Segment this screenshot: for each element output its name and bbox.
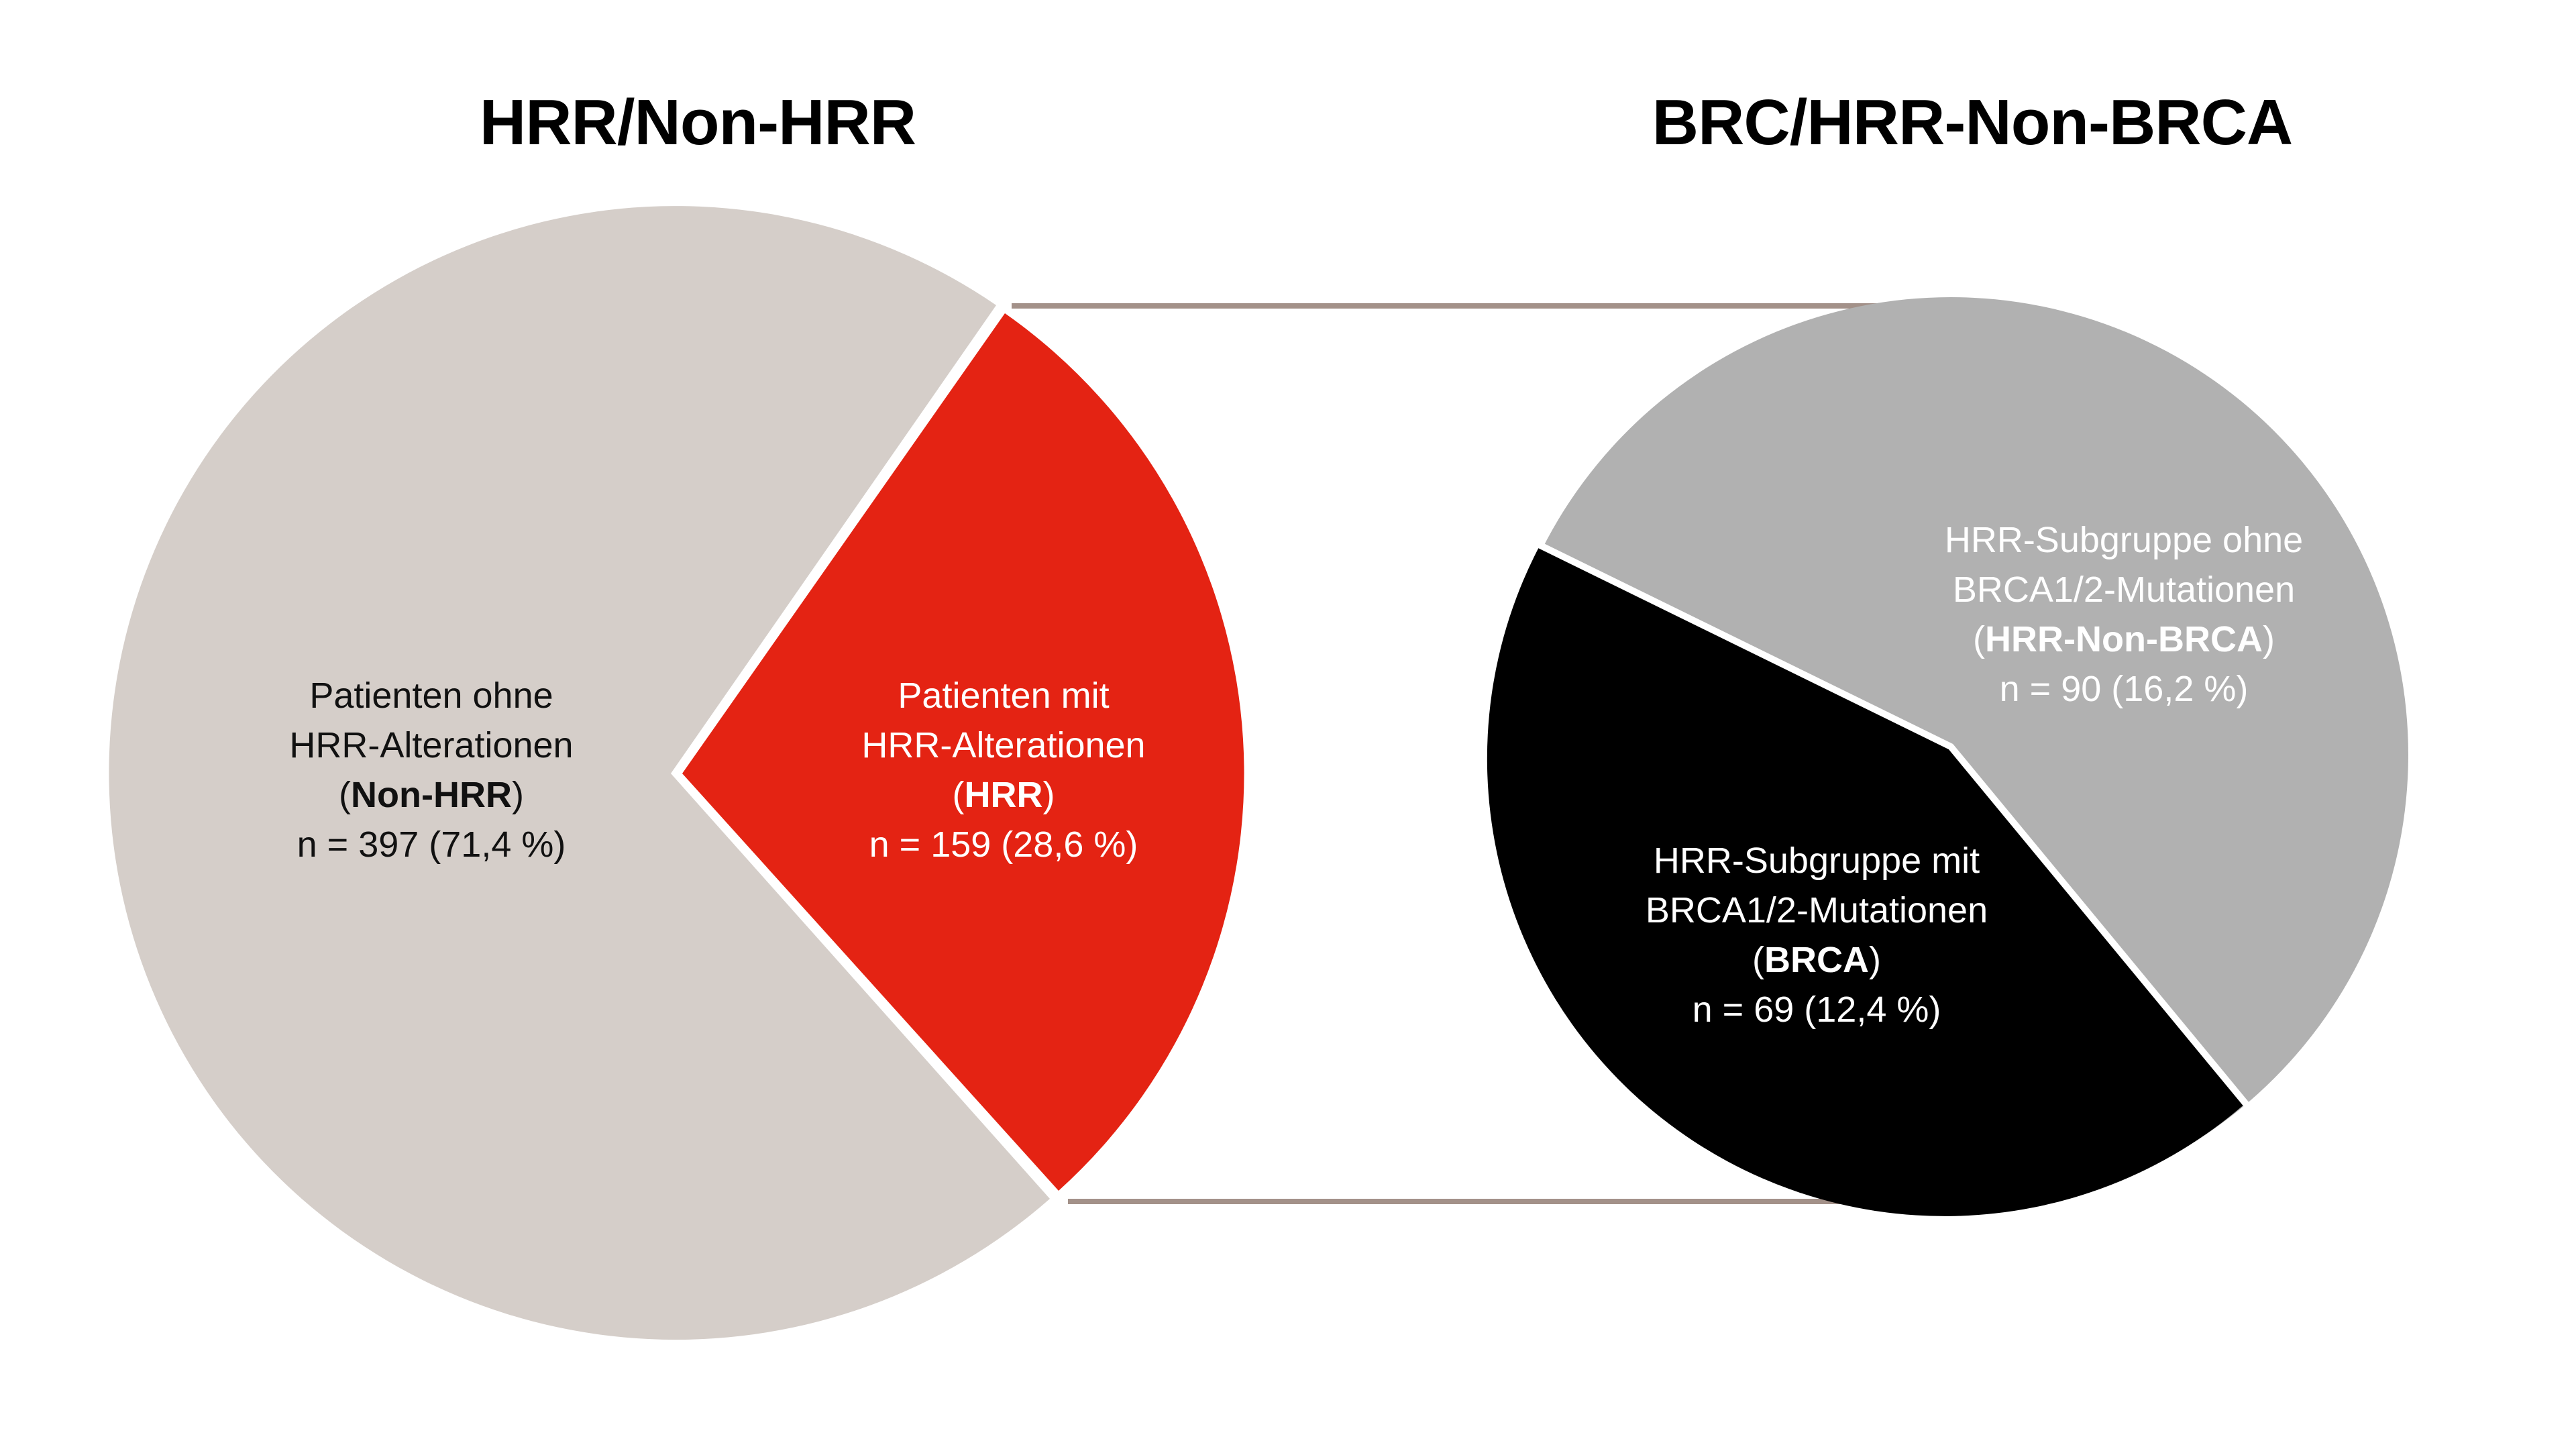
label-brca: HRR-Subgruppe mit BRCA1/2-Mutationen (BR… <box>1646 836 1988 1034</box>
label-short: (Non-HRR) <box>339 775 524 815</box>
label-line: BRCA1/2-Mutationen <box>1645 890 1988 930</box>
slice-hrr[interactable] <box>682 313 1244 1191</box>
label-line: Patienten ohne <box>309 676 553 716</box>
label-count: n = 69 (12,4 %) <box>1692 989 1941 1030</box>
label-count: n = 90 (16,2 %) <box>1999 669 2249 709</box>
left-chart-title: HRR/Non-HRR <box>479 87 916 158</box>
label-count: n = 159 (28,6 %) <box>869 824 1138 865</box>
label-hrr: Patienten mit HRR-Alterationen (HRR) n =… <box>861 671 1145 869</box>
slice-brca[interactable] <box>1487 545 2245 1216</box>
label-short: (BRCA) <box>1752 940 1881 980</box>
label-line: HRR-Alterationen <box>289 725 574 765</box>
label-short: (HRR) <box>952 775 1055 815</box>
slice-separator <box>1534 540 2250 1108</box>
label-count: n = 397 (71,4 %) <box>297 824 566 865</box>
connector-line-top <box>1012 303 1884 309</box>
label-line: HRR-Alterationen <box>861 725 1146 765</box>
label-non-hrr: Patienten ohne HRR-Alterationen (Non-HRR… <box>289 671 573 869</box>
right-chart-title: BRC/HRR-Non-BRCA <box>1652 87 2294 158</box>
label-hrr-non-brca: HRR-Subgruppe ohne BRCA1/2-Mutationen (H… <box>1945 515 2303 714</box>
connector-line-bottom <box>1068 1199 1886 1204</box>
label-line: HRR-Subgruppe mit <box>1653 841 1980 881</box>
label-short: (HRR-Non-BRCA) <box>1973 619 2275 659</box>
slice-non-hrr[interactable] <box>109 206 1050 1340</box>
label-line: HRR-Subgruppe ohne <box>1944 520 2304 560</box>
label-line: BRCA1/2-Mutationen <box>1952 570 2296 610</box>
label-line: Patienten mit <box>898 676 1110 716</box>
